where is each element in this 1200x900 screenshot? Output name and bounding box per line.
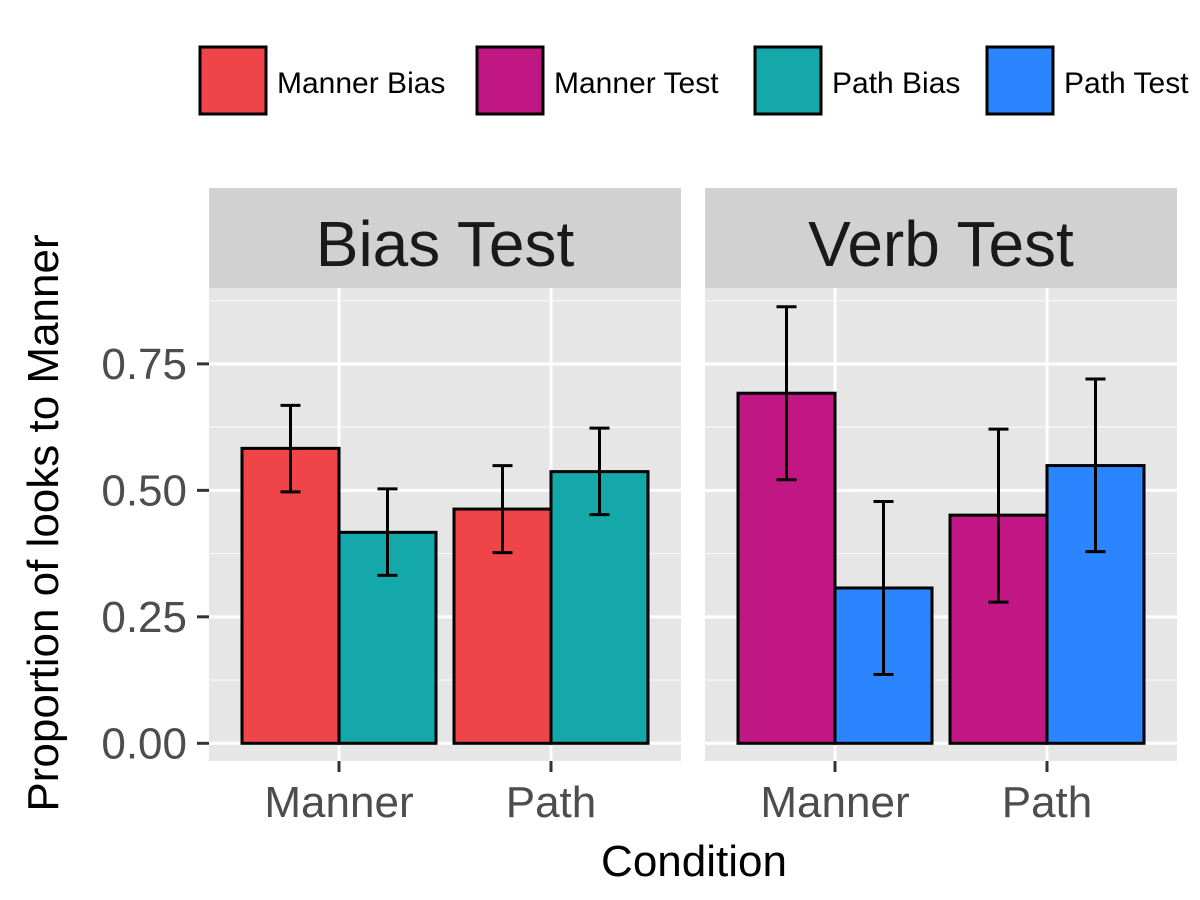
legend-swatch [985, 45, 1055, 116]
chart-panels: Bias Test Manner Path Verb Test Manner Path [209, 188, 1177, 827]
legend-label: Manner Test [554, 67, 719, 100]
panel-strip [209, 188, 681, 288]
legend-swatch [753, 45, 823, 116]
x-tick-label: Manner [760, 778, 909, 827]
panel-0: Bias Test Manner Path [209, 188, 681, 827]
x-tick-label: Path [1002, 778, 1093, 827]
y-tick-label: 0.50 [101, 466, 187, 515]
y-tick-label: 0.75 [101, 340, 187, 389]
error-bar [589, 426, 610, 517]
error-bar [492, 464, 513, 555]
panel-title: Verb Test [808, 208, 1074, 280]
x-tick-label: Manner [264, 778, 413, 827]
error-bar [873, 499, 894, 676]
error-bar [988, 427, 1009, 604]
error-bar [776, 305, 797, 482]
y-axis-title: Proportion of looks to Manner [19, 234, 68, 811]
error-bar [1085, 377, 1106, 554]
legend-label: Manner Bias [277, 67, 445, 100]
legend-swatch [475, 45, 545, 116]
panel-title: Bias Test [316, 208, 575, 280]
y-axis: 0.00 0.25 0.50 0.75 [101, 340, 209, 768]
x-tick-label: Path [506, 778, 597, 827]
panel-strip [705, 188, 1177, 288]
error-bar [280, 403, 301, 494]
bar [240, 446, 341, 745]
x-axis-title: Condition [601, 837, 787, 886]
y-tick-label: 0.25 [101, 593, 187, 642]
legend-swatch [198, 45, 268, 116]
bar [549, 470, 650, 745]
legend-label: Path Bias [832, 67, 960, 100]
y-tick-label: 0.00 [101, 719, 187, 768]
legend: Manner Bias Manner Test Path Bias Path Test [198, 45, 1189, 116]
error-bar [377, 487, 398, 577]
legend-label: Path Test [1064, 67, 1189, 100]
panel-1: Verb Test Manner Path [705, 188, 1177, 827]
